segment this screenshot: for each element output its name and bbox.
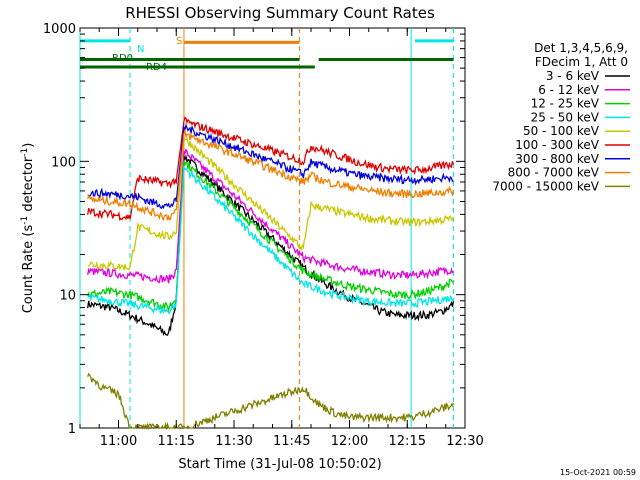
x-tick-label-12-30: 12:30 — [446, 434, 483, 449]
flag-label-rd4: RD4 — [146, 62, 167, 73]
y-tick-label-1: 1 — [68, 422, 76, 437]
series-100-300-kev — [87, 116, 455, 222]
x-tick-label-11-30: 11:30 — [215, 434, 252, 449]
x-tick-label-11-00: 11:00 — [100, 434, 137, 449]
y-axis-label-sup1: -1 — [20, 216, 30, 225]
series-3-6-kev — [87, 154, 455, 336]
x-tick-label-12-00: 12:00 — [331, 434, 368, 449]
flag-label-rd0: RD0 — [112, 53, 133, 64]
series-300-800-kev — [87, 123, 454, 210]
legend-label-7000-15000-kev: 7000 - 15000 keV — [492, 179, 599, 193]
x-tick-label-11-15: 11:15 — [158, 434, 195, 449]
legend-label-12-25-kev: 12 - 25 keV — [531, 97, 600, 111]
legend-label-50-100-kev: 50 - 100 keV — [523, 124, 600, 138]
flag-label-n: N — [137, 44, 144, 55]
series-50-100-kev — [87, 135, 455, 271]
y-axis-label: Count Rate (s-1 detector-1) — [20, 143, 36, 314]
y-axis-label-part2: detector — [21, 156, 36, 216]
legend-label-300-800-kev: 300 - 800 keV — [515, 152, 599, 166]
legend-label-3-6-kev: 3 - 6 keV — [546, 69, 600, 83]
series-25-50-kev — [87, 165, 454, 315]
x-tick-label-11-45: 11:45 — [273, 434, 310, 449]
y-tick-label-10: 10 — [59, 289, 76, 304]
legend-header-line2: FDecim 1, Att 0 — [535, 55, 628, 69]
flag-label-s: S — [176, 36, 182, 47]
y-tick-label-1000: 1000 — [43, 22, 76, 37]
x-tick-label-12-15: 12:15 — [389, 434, 426, 449]
series-12-25-kev — [87, 161, 454, 313]
x-axis-label: Start Time (31-Jul-08 10:50:02) — [178, 457, 381, 472]
series-6-12-kev — [87, 148, 454, 284]
legend: Det 1,3,4,5,6,9, FDecim 1, Att 0 3 - 6 k… — [492, 41, 630, 193]
y-axis-label-part1: Count Rate (s — [21, 225, 36, 314]
legend-label-6-12-kev: 6 - 12 keV — [538, 83, 600, 97]
y-tick-label-100: 100 — [51, 155, 76, 170]
legend-label-100-300-kev: 100 - 300 keV — [515, 138, 599, 152]
legend-header-line1: Det 1,3,4,5,6,9, — [534, 41, 628, 55]
y-axis-label-part3: ) — [21, 143, 36, 148]
chart-title: RHESSI Observing Summary Count Rates — [125, 4, 435, 22]
y-axis: 1 10 100 1000 — [43, 22, 465, 437]
y-axis-label-sup2: -1 — [20, 148, 30, 157]
plot-area: N S RD0 RD4 — [79, 27, 466, 431]
series-800-7000-kev — [87, 128, 455, 221]
legend-label-25-50-kev: 25 - 50 keV — [531, 110, 600, 124]
timestamp: 15-Oct-2021 00:59 — [560, 468, 636, 477]
legend-label-800-7000-kev: 800 - 7000 keV — [508, 166, 600, 180]
x-axis: 11:00 11:15 11:30 11:45 12:00 12:15 12:30 — [79, 28, 484, 449]
series-7000-15000-kev — [87, 372, 455, 431]
